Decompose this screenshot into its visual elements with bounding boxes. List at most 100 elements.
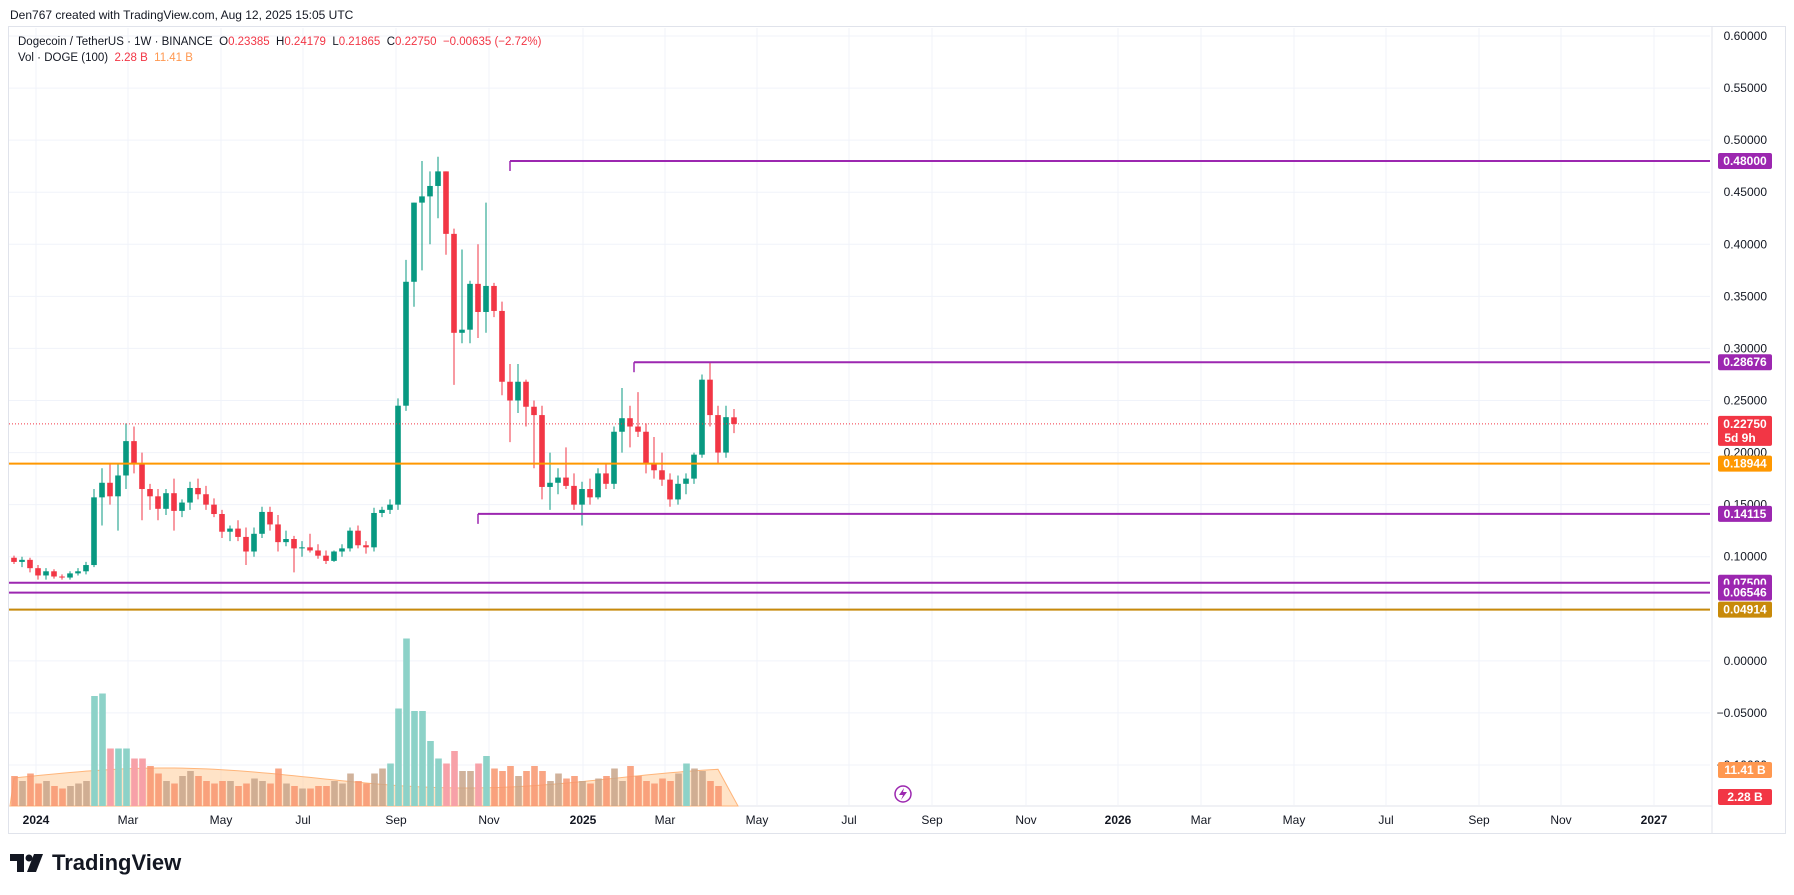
candle-body xyxy=(251,533,257,552)
low-label: L xyxy=(332,36,339,48)
volume-bar xyxy=(515,776,522,806)
volume-bar xyxy=(131,758,138,806)
level-tag xyxy=(1718,601,1772,618)
volume-bar xyxy=(555,773,562,806)
candle-body xyxy=(195,487,201,495)
volume-last-tag-text: 2.28 B xyxy=(1727,790,1763,804)
candle-body xyxy=(427,185,433,197)
volume-bar xyxy=(267,783,274,806)
candle-body xyxy=(555,477,561,483)
volume-bar xyxy=(539,771,546,806)
volume-bar xyxy=(595,778,602,806)
low-value: 0.21865 xyxy=(338,36,381,48)
y-tick-label: −0.05000 xyxy=(1717,706,1768,720)
tradingview-logo[interactable]: TradingView xyxy=(10,850,181,876)
candle-body xyxy=(203,494,209,505)
volume-bar xyxy=(275,768,282,806)
candle-body xyxy=(411,202,417,282)
candle-body xyxy=(683,478,689,484)
candle-body xyxy=(91,497,97,566)
volume-bar xyxy=(427,741,434,806)
volume-bar xyxy=(491,768,498,806)
candle-body xyxy=(235,528,241,537)
volume-bar xyxy=(339,783,346,806)
volume-bar xyxy=(451,751,458,806)
volume-bar xyxy=(227,781,234,806)
volume-bar xyxy=(395,708,402,806)
candle-body xyxy=(307,547,313,551)
candle-body xyxy=(699,379,705,455)
candle-body xyxy=(123,441,129,476)
volume-bar xyxy=(547,781,554,806)
level-tag xyxy=(1718,354,1772,371)
open-label: O xyxy=(219,36,229,48)
level-tag xyxy=(1718,455,1772,472)
candle-body xyxy=(283,539,289,543)
volume-bar xyxy=(707,781,714,806)
candle-body xyxy=(675,483,681,500)
candle-body xyxy=(19,559,25,562)
volume-bar xyxy=(435,758,442,806)
volume-bar xyxy=(499,771,506,806)
x-tick-label: Sep xyxy=(385,813,407,827)
y-tick-label: 0.55000 xyxy=(1724,81,1768,95)
candle-body xyxy=(419,196,425,203)
chart-frame xyxy=(8,26,1786,834)
x-tick-label: Nov xyxy=(478,813,499,827)
candle-body xyxy=(171,493,177,511)
volume-bar xyxy=(683,763,690,806)
y-tick-label: 0.25000 xyxy=(1724,394,1768,408)
volume-bar xyxy=(123,748,130,806)
candle-body xyxy=(611,431,617,484)
volume-bar xyxy=(643,781,650,806)
volume-bar xyxy=(635,776,642,806)
x-tick-label: Mar xyxy=(118,813,139,827)
x-tick-label: 2027 xyxy=(1641,813,1668,827)
candle-body xyxy=(563,477,569,486)
candle-body xyxy=(395,405,401,505)
candle-body xyxy=(499,310,505,382)
level-tag xyxy=(1718,152,1772,169)
candle-body xyxy=(667,479,673,500)
candle-body xyxy=(155,496,161,509)
volume-last-tag xyxy=(1718,789,1772,805)
volume-bar xyxy=(75,783,82,806)
close-value: 0.22750 xyxy=(395,36,437,48)
volume-bar xyxy=(299,788,306,806)
x-tick-label: Nov xyxy=(1015,813,1036,827)
candle-body xyxy=(387,504,393,510)
volume-bar xyxy=(107,748,114,806)
chart-credit: Den767 created with TradingView.com, Aug… xyxy=(10,8,354,22)
candle-body xyxy=(299,547,305,549)
candle-body xyxy=(267,511,273,525)
volume-bar xyxy=(147,766,154,806)
candle-body xyxy=(259,511,265,534)
volume-bar xyxy=(203,781,210,806)
x-tick-label: 2024 xyxy=(23,813,50,827)
volume-bar xyxy=(675,773,682,806)
candle-body xyxy=(35,568,41,576)
volume-bar xyxy=(211,783,218,806)
candle-body xyxy=(475,283,481,312)
candle-body xyxy=(27,559,33,569)
volume-bar xyxy=(323,786,330,806)
volume-bar xyxy=(83,781,90,806)
candle-body xyxy=(707,379,713,416)
volume-bar xyxy=(419,711,426,806)
candle-body xyxy=(355,530,361,546)
x-tick-label: May xyxy=(210,813,233,827)
x-tick-label: Sep xyxy=(1468,813,1490,827)
candle-body xyxy=(339,548,345,552)
candle-body xyxy=(59,576,65,578)
volume-bar xyxy=(523,771,530,806)
x-tick-label: Nov xyxy=(1550,813,1571,827)
volume-bar xyxy=(355,781,362,806)
candle-body xyxy=(75,571,81,574)
candle-body xyxy=(371,512,377,548)
volume-bar xyxy=(331,781,338,806)
volume-bar xyxy=(619,781,626,806)
volume-bar xyxy=(235,786,242,806)
volume-ma-tag-text: 11.41 B xyxy=(1724,763,1766,777)
volume-row: Vol · DOGE (100) 2.28 B 11.41 B xyxy=(18,50,541,66)
